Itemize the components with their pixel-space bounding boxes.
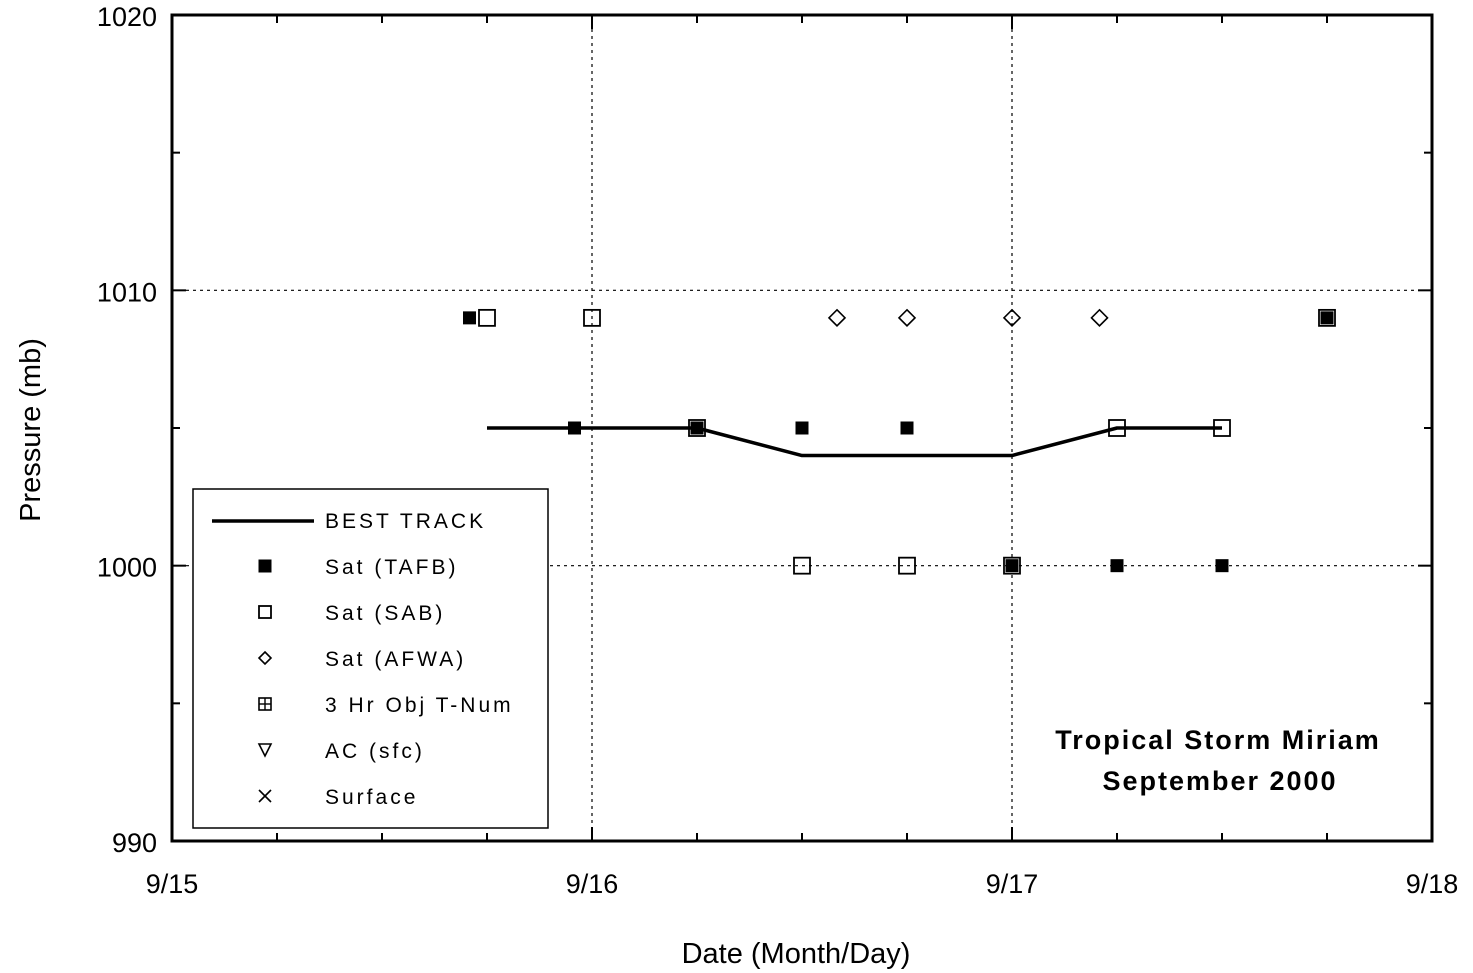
data-point-sat-afwa xyxy=(1090,308,1109,327)
legend-label-3-hr-obj-t-num: 3 Hr Obj T-Num xyxy=(325,694,514,717)
legend-symbol-sat-sab xyxy=(258,605,272,619)
data-point-sat-tafb xyxy=(1005,559,1019,573)
data-point-sat-sab xyxy=(478,308,496,327)
data-point-sat-tafb xyxy=(568,421,581,435)
y-tick-label: 1010 xyxy=(97,277,157,307)
data-point-sat-tafb xyxy=(1320,311,1334,325)
data-point-sat-sab xyxy=(1213,419,1231,437)
x-tick-label: 9/15 xyxy=(146,869,199,899)
legend-box xyxy=(192,488,549,829)
data-point-sat-tafb xyxy=(1110,559,1124,573)
legend: BEST TRACK Sat (TAFB) Sat (SAB) Sat (AFWA) 3… xyxy=(192,488,549,829)
legend-symbol-3-hr-obj-t-num xyxy=(258,697,272,711)
data-point-sat-afwa xyxy=(897,308,917,327)
data-series xyxy=(463,308,1336,575)
data-point-sat-sab xyxy=(1108,419,1126,437)
data-point-sat-sab xyxy=(583,308,601,327)
legend-label-sat-sab: Sat (SAB) xyxy=(325,602,445,625)
annotation-storm-name: Tropical Storm Miriam xyxy=(1055,725,1381,755)
y-tick-label: 990 xyxy=(112,828,157,858)
legend-entries: BEST TRACK Sat (TAFB) Sat (SAB) Sat (AFWA) 3… xyxy=(212,510,514,809)
data-point-sat-tafb xyxy=(1215,559,1229,573)
series-line-best-track xyxy=(487,426,1222,458)
legend-label-sat-tafb: Sat (TAFB) xyxy=(325,556,458,579)
x-tick-label: 9/18 xyxy=(1406,869,1459,899)
legend-symbol-sat-afwa xyxy=(257,650,273,666)
tick-labels: 9/15 9/16 9/17 9/18 990 1000 1010 1020 xyxy=(97,2,1458,899)
y-axis-title: Pressure (mb) xyxy=(15,338,47,522)
x-axis-title: Date (Month/Day) xyxy=(682,938,911,970)
data-point-sat-sab xyxy=(1003,556,1021,575)
data-point-sat-tafb xyxy=(690,421,704,435)
legend-label-best-track: BEST TRACK xyxy=(325,510,486,533)
x-tick-label: 9/16 xyxy=(566,869,619,899)
x-tick-label: 9/17 xyxy=(986,869,1039,899)
y-tick-label: 1020 xyxy=(97,2,157,32)
legend-label-ac-sfc: AC (sfc) xyxy=(325,740,425,763)
data-point-sat-sab xyxy=(793,556,811,575)
storm-annotation: Tropical Storm Miriam September 2000 xyxy=(1055,725,1381,796)
data-point-sat-sab xyxy=(688,419,706,437)
legend-label-sat-afwa: Sat (AFWA) xyxy=(325,648,466,671)
annotation-date: September 2000 xyxy=(1102,766,1337,796)
data-point-sat-afwa xyxy=(827,308,847,327)
legend-symbol-ac-sfc xyxy=(257,743,273,758)
plot-frame xyxy=(170,13,1434,843)
y-tick-label: 1000 xyxy=(97,553,157,583)
data-point-sat-sab xyxy=(1318,308,1336,327)
data-point-sat-tafb xyxy=(795,421,809,435)
data-point-sat-tafb xyxy=(900,421,914,435)
legend-label-surface: Surface xyxy=(325,786,418,809)
legend-symbol-sat-tafb xyxy=(258,559,272,573)
legend-symbol-surface xyxy=(258,789,272,803)
data-point-sat-sab xyxy=(898,556,916,575)
data-point-sat-tafb xyxy=(463,311,476,325)
data-point-sat-afwa xyxy=(1002,308,1022,327)
